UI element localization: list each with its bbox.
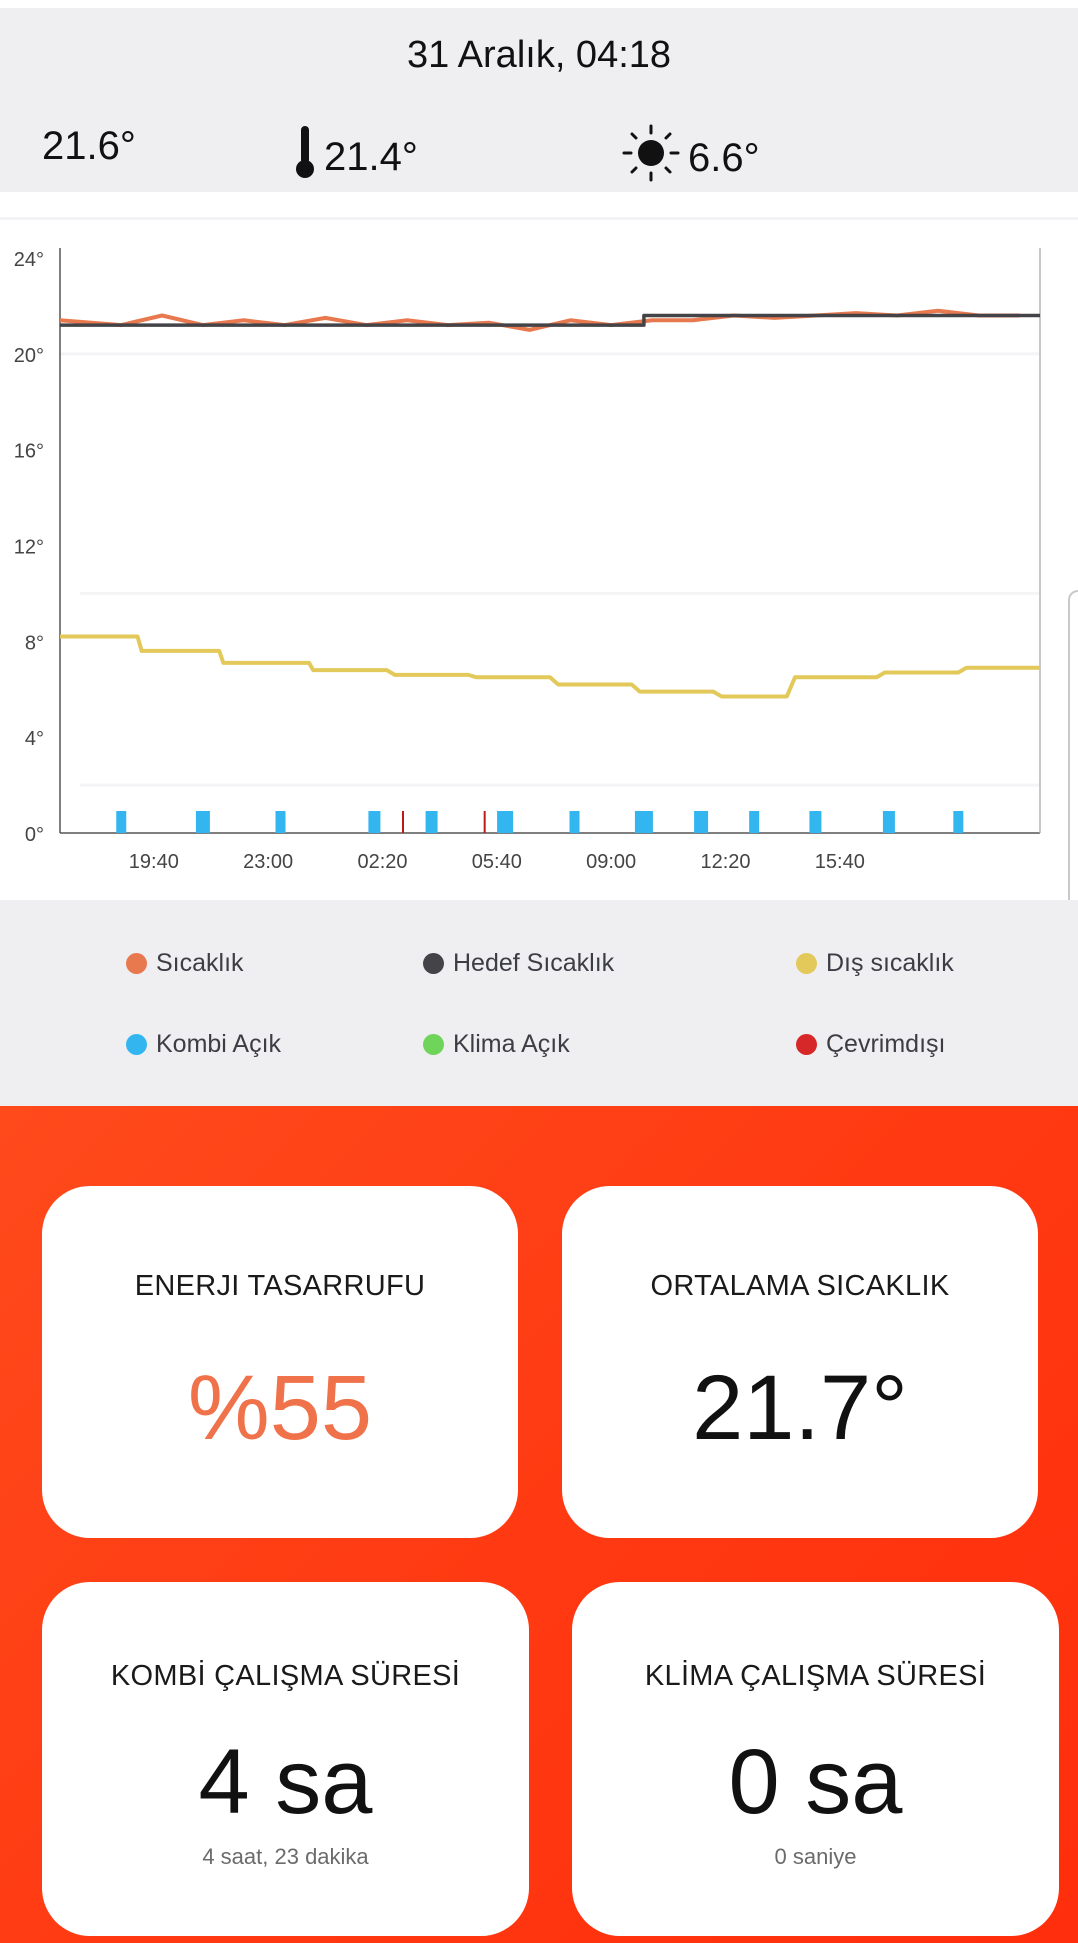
kombi-on-bar	[497, 811, 514, 833]
legend-dot	[796, 1034, 817, 1055]
kombi-on-bar	[694, 811, 709, 833]
legend-dot	[126, 953, 147, 974]
series-line-1	[60, 313, 1040, 327]
legend-dot	[796, 953, 817, 974]
average-temperature-value: 21.7°	[692, 1357, 908, 1459]
series-line-0	[59, 308, 1020, 332]
y-tick-label: 24°	[14, 249, 44, 271]
legend-label: Çevrimdışı	[826, 1030, 946, 1058]
summary-header: 31 Aralık, 04:18 21.6° 21.4°	[0, 8, 1078, 192]
y-tick-label: 12°	[14, 537, 44, 559]
kombi-runtime-card[interactable]: KOMBİ ÇALIŞMA SÜRESİ 4 sa 4 saat, 23 dak…	[42, 1582, 529, 1936]
kombi-on-bar	[195, 811, 210, 833]
legend-dot	[126, 1034, 147, 1055]
energy-saving-value: %55	[187, 1357, 373, 1459]
thermostat-temperature-value: 21.4°	[324, 134, 418, 179]
energy-saving-card[interactable]: ENERJI TASARRUFU %55	[42, 1186, 518, 1538]
legend-dot	[423, 953, 444, 974]
y-tick-label: 8°	[25, 632, 44, 654]
legend-item-cevrimdisi: Çevrimdışı	[796, 1030, 945, 1059]
legend-item-dis-sicaklik: Dış sıcaklık	[796, 949, 954, 978]
klima-runtime-detail: 0 saniye	[774, 1844, 857, 1869]
klima-runtime-value: 0 sa	[728, 1731, 903, 1833]
legend-item-hedef-sicaklik: Hedef Sıcaklık	[423, 949, 614, 978]
y-tick-label: 4°	[25, 728, 44, 750]
series-line-2	[60, 634, 1040, 699]
klima-runtime-card[interactable]: KLİMA ÇALIŞMA SÜRESİ 0 sa 0 saniye	[572, 1582, 1059, 1936]
y-tick-label: 20°	[14, 345, 44, 367]
indoor-temperature: 21.6°	[42, 124, 136, 169]
kombi-on-bar	[953, 811, 964, 833]
temperature-chart[interactable]: 24° 20° 16° 12° 8° 4° 0° 19:40 23:00 02:20 05:40 09…	[0, 222, 1078, 900]
energy-saving-title: ENERJI TASARRUFU	[134, 1270, 426, 1302]
average-temperature-title: ORTALAMA SICAKLIK	[650, 1270, 950, 1302]
x-tick-label: 09:00	[586, 851, 636, 873]
kombi-on-bar	[634, 811, 653, 833]
status-bar-spacer	[0, 0, 1078, 8]
thermostat-temperature: 21.4°	[294, 124, 418, 190]
x-tick-label: 12:20	[700, 851, 750, 873]
legend-item-kombi-acik: Kombi Açık	[126, 1030, 281, 1059]
thermometer-icon	[294, 124, 324, 190]
legend-item-sicaklik: Sıcaklık	[126, 949, 244, 978]
y-tick-label: 0°	[25, 824, 44, 846]
legend-label: Sıcaklık	[156, 949, 244, 977]
kombi-on-bar	[809, 811, 822, 833]
klima-runtime-title: KLİMA ÇALIŞMA SÜRESİ	[644, 1660, 987, 1692]
indoor-temperature-value: 21.6°	[42, 124, 136, 168]
y-tick-label: 16°	[14, 441, 44, 463]
legend-label: Klima Açık	[453, 1030, 570, 1058]
x-tick-label: 23:00	[243, 851, 293, 873]
kombi-on-bar	[425, 811, 438, 833]
kombi-runtime-value: 4 sa	[198, 1731, 373, 1833]
legend-item-klima-acik: Klima Açık	[423, 1030, 570, 1059]
sun-icon	[622, 124, 688, 192]
legend-label: Hedef Sıcaklık	[453, 949, 615, 977]
outdoor-temperature-value: 6.6°	[688, 135, 760, 180]
header-divider	[0, 217, 1078, 220]
average-temperature-card[interactable]: ORTALAMA SICAKLIK 21.7°	[562, 1186, 1038, 1538]
outdoor-temperature: 6.6°	[622, 124, 760, 192]
x-tick-label: 02:20	[357, 851, 407, 873]
kombi-on-bar	[368, 811, 381, 833]
kombi-runtime-detail: 4 saat, 23 dakika	[202, 1844, 369, 1869]
legend-label: Kombi Açık	[156, 1030, 282, 1058]
statistics-panel: ENERJI TASARRUFU %55 ORTALAMA SICAKLIK 2…	[0, 1106, 1078, 1943]
chart-legend: Sıcaklık Hedef Sıcaklık Dış sıcaklık Kom…	[0, 900, 1078, 1106]
temperature-chart-canvas: 24° 20° 16° 12° 8° 4° 0° 19:40 23:00 02:20 05:40 09…	[14, 248, 1041, 873]
kombi-on-bar	[882, 811, 895, 833]
x-tick-label: 15:40	[815, 851, 865, 873]
legend-label: Dış sıcaklık	[826, 949, 954, 977]
header-datetime: 31 Aralık, 04:18	[406, 34, 672, 76]
kombi-on-bar	[569, 811, 580, 833]
kombi-on-bar	[275, 811, 286, 833]
kombi-runtime-title: KOMBİ ÇALIŞMA SÜRESİ	[110, 1660, 461, 1692]
kombi-on-bar	[116, 811, 127, 833]
kombi-on-bar	[749, 811, 760, 833]
legend-dot	[423, 1034, 444, 1055]
x-tick-label: 05:40	[472, 851, 522, 873]
x-tick-label: 19:40	[129, 851, 179, 873]
